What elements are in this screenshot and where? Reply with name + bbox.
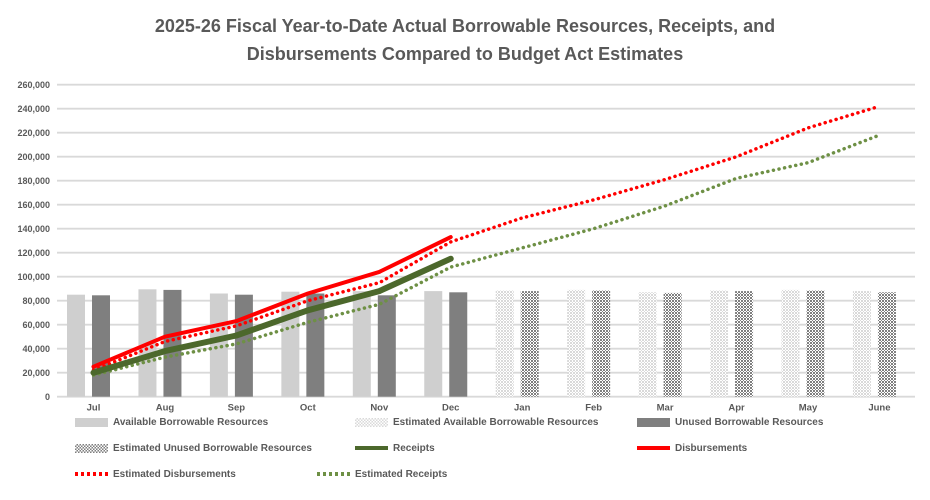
legend-item-estimated-receipts: Estimated Receipts [317,467,447,481]
y-tick-label: 140,000 [17,224,50,234]
estimated-unused-borrowable-resources-bar-apr [735,291,754,397]
y-tick-label: 240,000 [17,104,50,114]
available-borrowable-resources-bar-nov [352,291,371,397]
x-tick-label: June [868,403,890,414]
y-tick-label: 200,000 [17,152,50,162]
x-tick-label: Jan [514,403,531,414]
x-tick-label: Oct [300,403,317,414]
estimated-receipts-line [91,133,882,377]
legend-label-receipts: Receipts [393,442,435,454]
estimated-disbursements-line [91,104,882,373]
estimated-available-borrowable-resources-bar-apr [710,290,729,397]
chart-title-line2: Disbursements Compared to Budget Act Est… [246,44,684,64]
available-borrowable-resources-bar-dec [424,291,443,397]
legend-label-available-borrowable-resources: Available Borrowable Resources [113,416,269,428]
x-tick-label: Feb [585,403,602,414]
legend-label-estimated-disbursements: Estimated Disbursements [113,468,236,480]
legend-swatch-estimated-receipts [317,472,350,476]
x-tick-label: May [799,403,818,414]
available-borrowable-resources-bar-sep [209,293,228,397]
legend-swatch-estimated-unused-borrowable-resources [75,443,108,453]
y-tick-label: 180,000 [17,176,50,186]
legend-label-estimated-receipts: Estimated Receipts [355,468,448,480]
y-tick-label: 0 [45,392,50,402]
estimated-unused-borrowable-resources-bar-jan [520,291,539,397]
legend-item-receipts: Receipts [355,441,435,455]
y-tick-label: 80,000 [22,296,50,306]
available-borrowable-resources-bar-jul [67,294,85,397]
estimated-available-borrowable-resources-bar-mar [638,292,657,397]
legend-item-estimated-disbursements: Estimated Disbursements [75,467,236,481]
x-tick-label: Jul [87,403,101,414]
estimated-unused-borrowable-resources-bar-june [877,292,896,397]
estimated-unused-borrowable-resources-bar-may [806,290,825,397]
unused-borrowable-resources-bar-dec [449,292,468,397]
legend-swatch-available-borrowable-resources [75,417,108,427]
y-tick-label: 160,000 [17,200,50,210]
x-tick-label: Sep [228,403,246,414]
estimated-available-borrowable-resources-bar-may [781,289,800,397]
unused-borrowable-resources-bar-nov [377,295,396,397]
y-tick-label: 40,000 [22,344,50,354]
legend-label-estimated-available-borrowable-resources: Estimated Available Borrowable Resources [393,416,599,428]
x-tick-label: Apr [728,403,745,414]
y-tick-label: 220,000 [17,128,50,138]
y-tick-label: 120,000 [17,248,50,258]
chart-title-line1: 2025-26 Fiscal Year-to-Date Actual Borro… [154,16,776,36]
x-tick-label: Mar [657,403,674,414]
x-tick-label: Dec [442,403,459,414]
estimated-unused-borrowable-resources-bar-feb [592,290,611,397]
unused-borrowable-resources-bar-aug [163,289,182,397]
legend-label-disbursements: Disbursements [675,442,748,454]
legend-item-unused-borrowable-resources: Unused Borrowable Resources [637,415,823,429]
y-tick-label: 260,000 [17,80,50,90]
legend-swatch-estimated-available-borrowable-resources [355,417,388,427]
legend-swatch-disbursements [637,446,670,450]
receipts-line [90,255,454,376]
legend-item-available-borrowable-resources: Available Borrowable Resources [75,415,268,429]
estimated-unused-borrowable-resources-bar-mar [663,292,682,397]
y-tick-label: 100,000 [17,272,50,282]
legend-item-estimated-available-borrowable-resources: Estimated Available Borrowable Resources [355,415,598,429]
chart-title: 2025-26 Fiscal Year-to-Date Actual Borro… [0,12,930,68]
legend-item-estimated-unused-borrowable-resources: Estimated Unused Borrowable Resources [75,441,312,455]
legend-swatch-receipts [355,446,388,450]
estimated-available-borrowable-resources-bar-june [852,291,871,397]
legend-swatch-unused-borrowable-resources [637,417,670,427]
disbursements-line [91,235,453,369]
estimated-available-borrowable-resources-bar-feb [567,289,586,397]
y-tick-label: 20,000 [22,368,50,378]
legend-swatch-estimated-disbursements [75,472,108,476]
legend-label-estimated-unused-borrowable-resources: Estimated Unused Borrowable Resources [113,442,312,454]
estimated-available-borrowable-resources-bar-jan [495,290,514,397]
x-tick-label: Nov [370,403,389,414]
legend-label-unused-borrowable-resources: Unused Borrowable Resources [675,416,824,428]
y-tick-label: 60,000 [22,320,50,330]
legend-item-disbursements: Disbursements [637,441,747,455]
x-tick-label: Aug [156,403,175,414]
